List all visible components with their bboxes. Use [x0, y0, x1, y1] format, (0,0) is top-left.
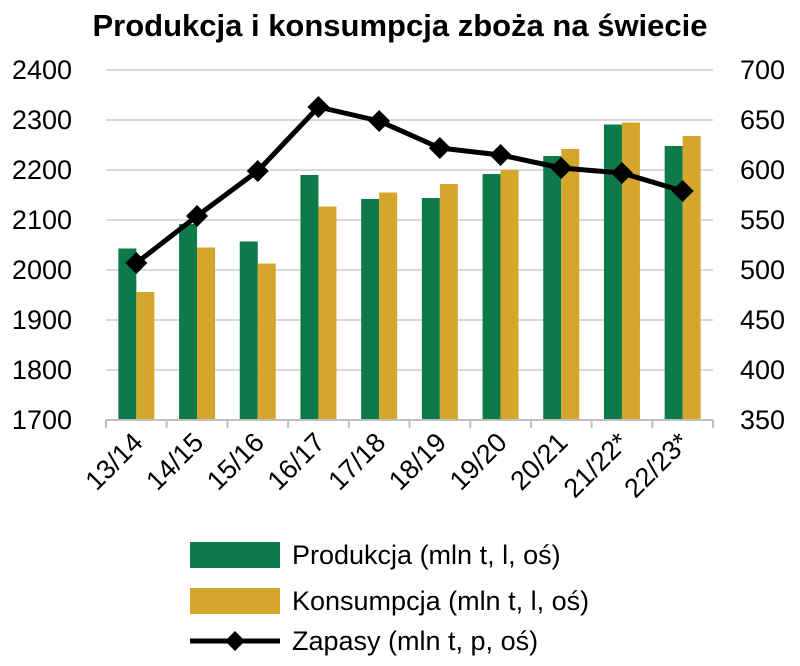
stock-marker: [368, 110, 391, 132]
y-right-tick-label: 700: [740, 55, 785, 85]
stock-line: [125, 96, 694, 274]
x-axis-ticks: 13/1414/1515/1616/1717/1818/1919/2020/21…: [80, 427, 696, 504]
y-right-tick-label: 400: [740, 355, 785, 385]
y-right-tick-label: 350: [740, 405, 785, 435]
x-tick-label: 14/15: [140, 427, 209, 496]
stock-marker: [186, 205, 209, 227]
y-right-tick-label: 450: [740, 305, 785, 335]
bar-produkcja: [300, 175, 319, 420]
y-left-tick-label: 2200: [12, 155, 72, 185]
stock-marker: [307, 96, 330, 118]
x-tick-label: 19/20: [444, 427, 513, 496]
axes: [105, 419, 714, 428]
bar-produkcja: [603, 124, 622, 420]
bars: [118, 122, 701, 420]
x-tick-label: 22/23*: [618, 427, 695, 504]
y-right-tick-label: 500: [740, 255, 785, 285]
bar-konsumpcja: [379, 192, 398, 420]
legend-swatch: [190, 588, 280, 614]
y-left-tick-label: 1700: [12, 405, 72, 435]
bar-produkcja: [543, 156, 562, 420]
bar-konsumpcja: [621, 122, 640, 420]
x-tick-label: 18/19: [383, 427, 452, 496]
bar-konsumpcja: [257, 263, 276, 420]
bar-produkcja: [664, 146, 683, 420]
legend-swatch: [190, 542, 280, 568]
bar-konsumpcja: [682, 136, 701, 420]
stock-line-path: [134, 104, 684, 265]
stock-marker: [671, 180, 694, 202]
bar-konsumpcja: [561, 149, 580, 420]
legend-label: Produkcja (mln t, l, oś): [292, 540, 561, 570]
legend-marker: [225, 631, 245, 651]
x-tick-label: 17/18: [322, 427, 391, 496]
y-right-tick-label: 550: [740, 205, 785, 235]
left-axis-ticks: 1700 1800 1900 2000 2100 2200 2300 2400: [12, 55, 72, 435]
y-left-tick-label: 1900: [12, 305, 72, 335]
stock-marker: [550, 157, 573, 179]
y-right-tick-label: 600: [740, 155, 785, 185]
legend-label: Zapasy (mln t, p, oś): [292, 626, 538, 656]
bar-konsumpcja: [197, 247, 216, 420]
bar-produkcja: [482, 174, 501, 420]
stock-marker: [610, 162, 633, 184]
bar-produkcja: [118, 248, 137, 420]
stock-marker: [125, 252, 148, 274]
x-tick-label: 15/16: [201, 427, 270, 496]
bar-konsumpcja: [136, 292, 155, 420]
bar-produkcja: [179, 224, 198, 420]
bar-produkcja: [421, 198, 440, 420]
legend: Produkcja (mln t, l, oś) Konsumpcja (mln …: [190, 540, 589, 656]
y-right-tick-label: 650: [740, 105, 785, 135]
bar-konsumpcja: [318, 206, 337, 420]
stock-marker: [428, 137, 451, 159]
bar-konsumpcja: [500, 170, 519, 420]
y-left-tick-label: 2000: [12, 255, 72, 285]
bar-konsumpcja: [439, 184, 458, 420]
y-left-tick-label: 1800: [12, 355, 72, 385]
stock-marker: [246, 160, 269, 182]
right-axis-ticks: 350 400 450 500 550 600 650 700: [740, 55, 785, 435]
x-tick-label: 21/22*: [558, 427, 635, 504]
bar-produkcja: [361, 199, 380, 420]
stock-marker: [489, 144, 512, 166]
y-left-tick-label: 2300: [12, 105, 72, 135]
legend-label: Konsumpcja (mln t, l, oś): [292, 586, 589, 616]
x-tick-label: 13/14: [80, 427, 149, 496]
bar-produkcja: [239, 241, 258, 420]
chart-title: Produkcja i konsumpcja zboża na świecie: [92, 8, 707, 43]
y-left-tick-label: 2100: [12, 205, 72, 235]
y-left-tick-label: 2400: [12, 55, 72, 85]
x-tick-label: 16/17: [262, 427, 331, 496]
